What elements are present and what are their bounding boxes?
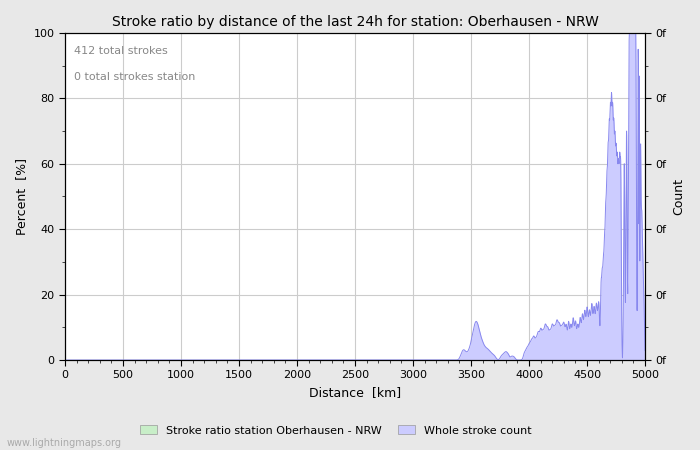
X-axis label: Distance  [km]: Distance [km]	[309, 386, 401, 399]
Text: 412 total strokes: 412 total strokes	[74, 46, 167, 56]
Y-axis label: Count: Count	[672, 178, 685, 215]
Title: Stroke ratio by distance of the last 24h for station: Oberhausen - NRW: Stroke ratio by distance of the last 24h…	[111, 15, 598, 29]
Y-axis label: Percent  [%]: Percent [%]	[15, 158, 28, 235]
Text: 0 total strokes station: 0 total strokes station	[74, 72, 195, 82]
Legend: Stroke ratio station Oberhausen - NRW, Whole stroke count: Stroke ratio station Oberhausen - NRW, W…	[136, 421, 536, 440]
Text: www.lightningmaps.org: www.lightningmaps.org	[7, 438, 122, 448]
